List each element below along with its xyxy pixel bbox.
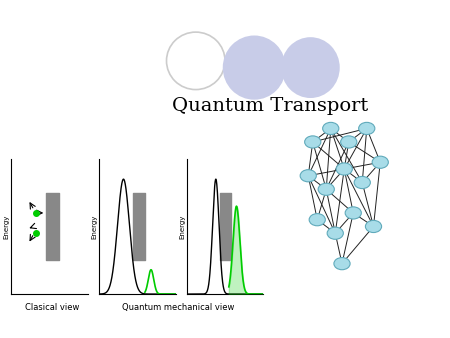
Text: Clasical view: Clasical view <box>25 303 79 312</box>
Circle shape <box>305 136 321 148</box>
Circle shape <box>365 220 382 233</box>
Circle shape <box>334 258 350 270</box>
Y-axis label: Energy: Energy <box>180 214 185 239</box>
Circle shape <box>309 214 325 226</box>
Text: Quantum mechanical view: Quantum mechanical view <box>122 303 234 312</box>
Circle shape <box>359 122 375 135</box>
Circle shape <box>327 227 343 239</box>
Ellipse shape <box>166 32 225 90</box>
Y-axis label: Energy: Energy <box>92 214 98 239</box>
Y-axis label: Energy: Energy <box>4 214 10 239</box>
Ellipse shape <box>223 35 286 100</box>
Ellipse shape <box>281 37 340 98</box>
Circle shape <box>372 156 388 168</box>
Circle shape <box>336 163 352 175</box>
Circle shape <box>300 170 316 182</box>
Circle shape <box>345 207 361 219</box>
Circle shape <box>318 183 334 195</box>
Circle shape <box>323 122 339 135</box>
Text: Quantum Transport: Quantum Transport <box>172 97 368 116</box>
Circle shape <box>354 176 370 189</box>
Circle shape <box>341 136 357 148</box>
